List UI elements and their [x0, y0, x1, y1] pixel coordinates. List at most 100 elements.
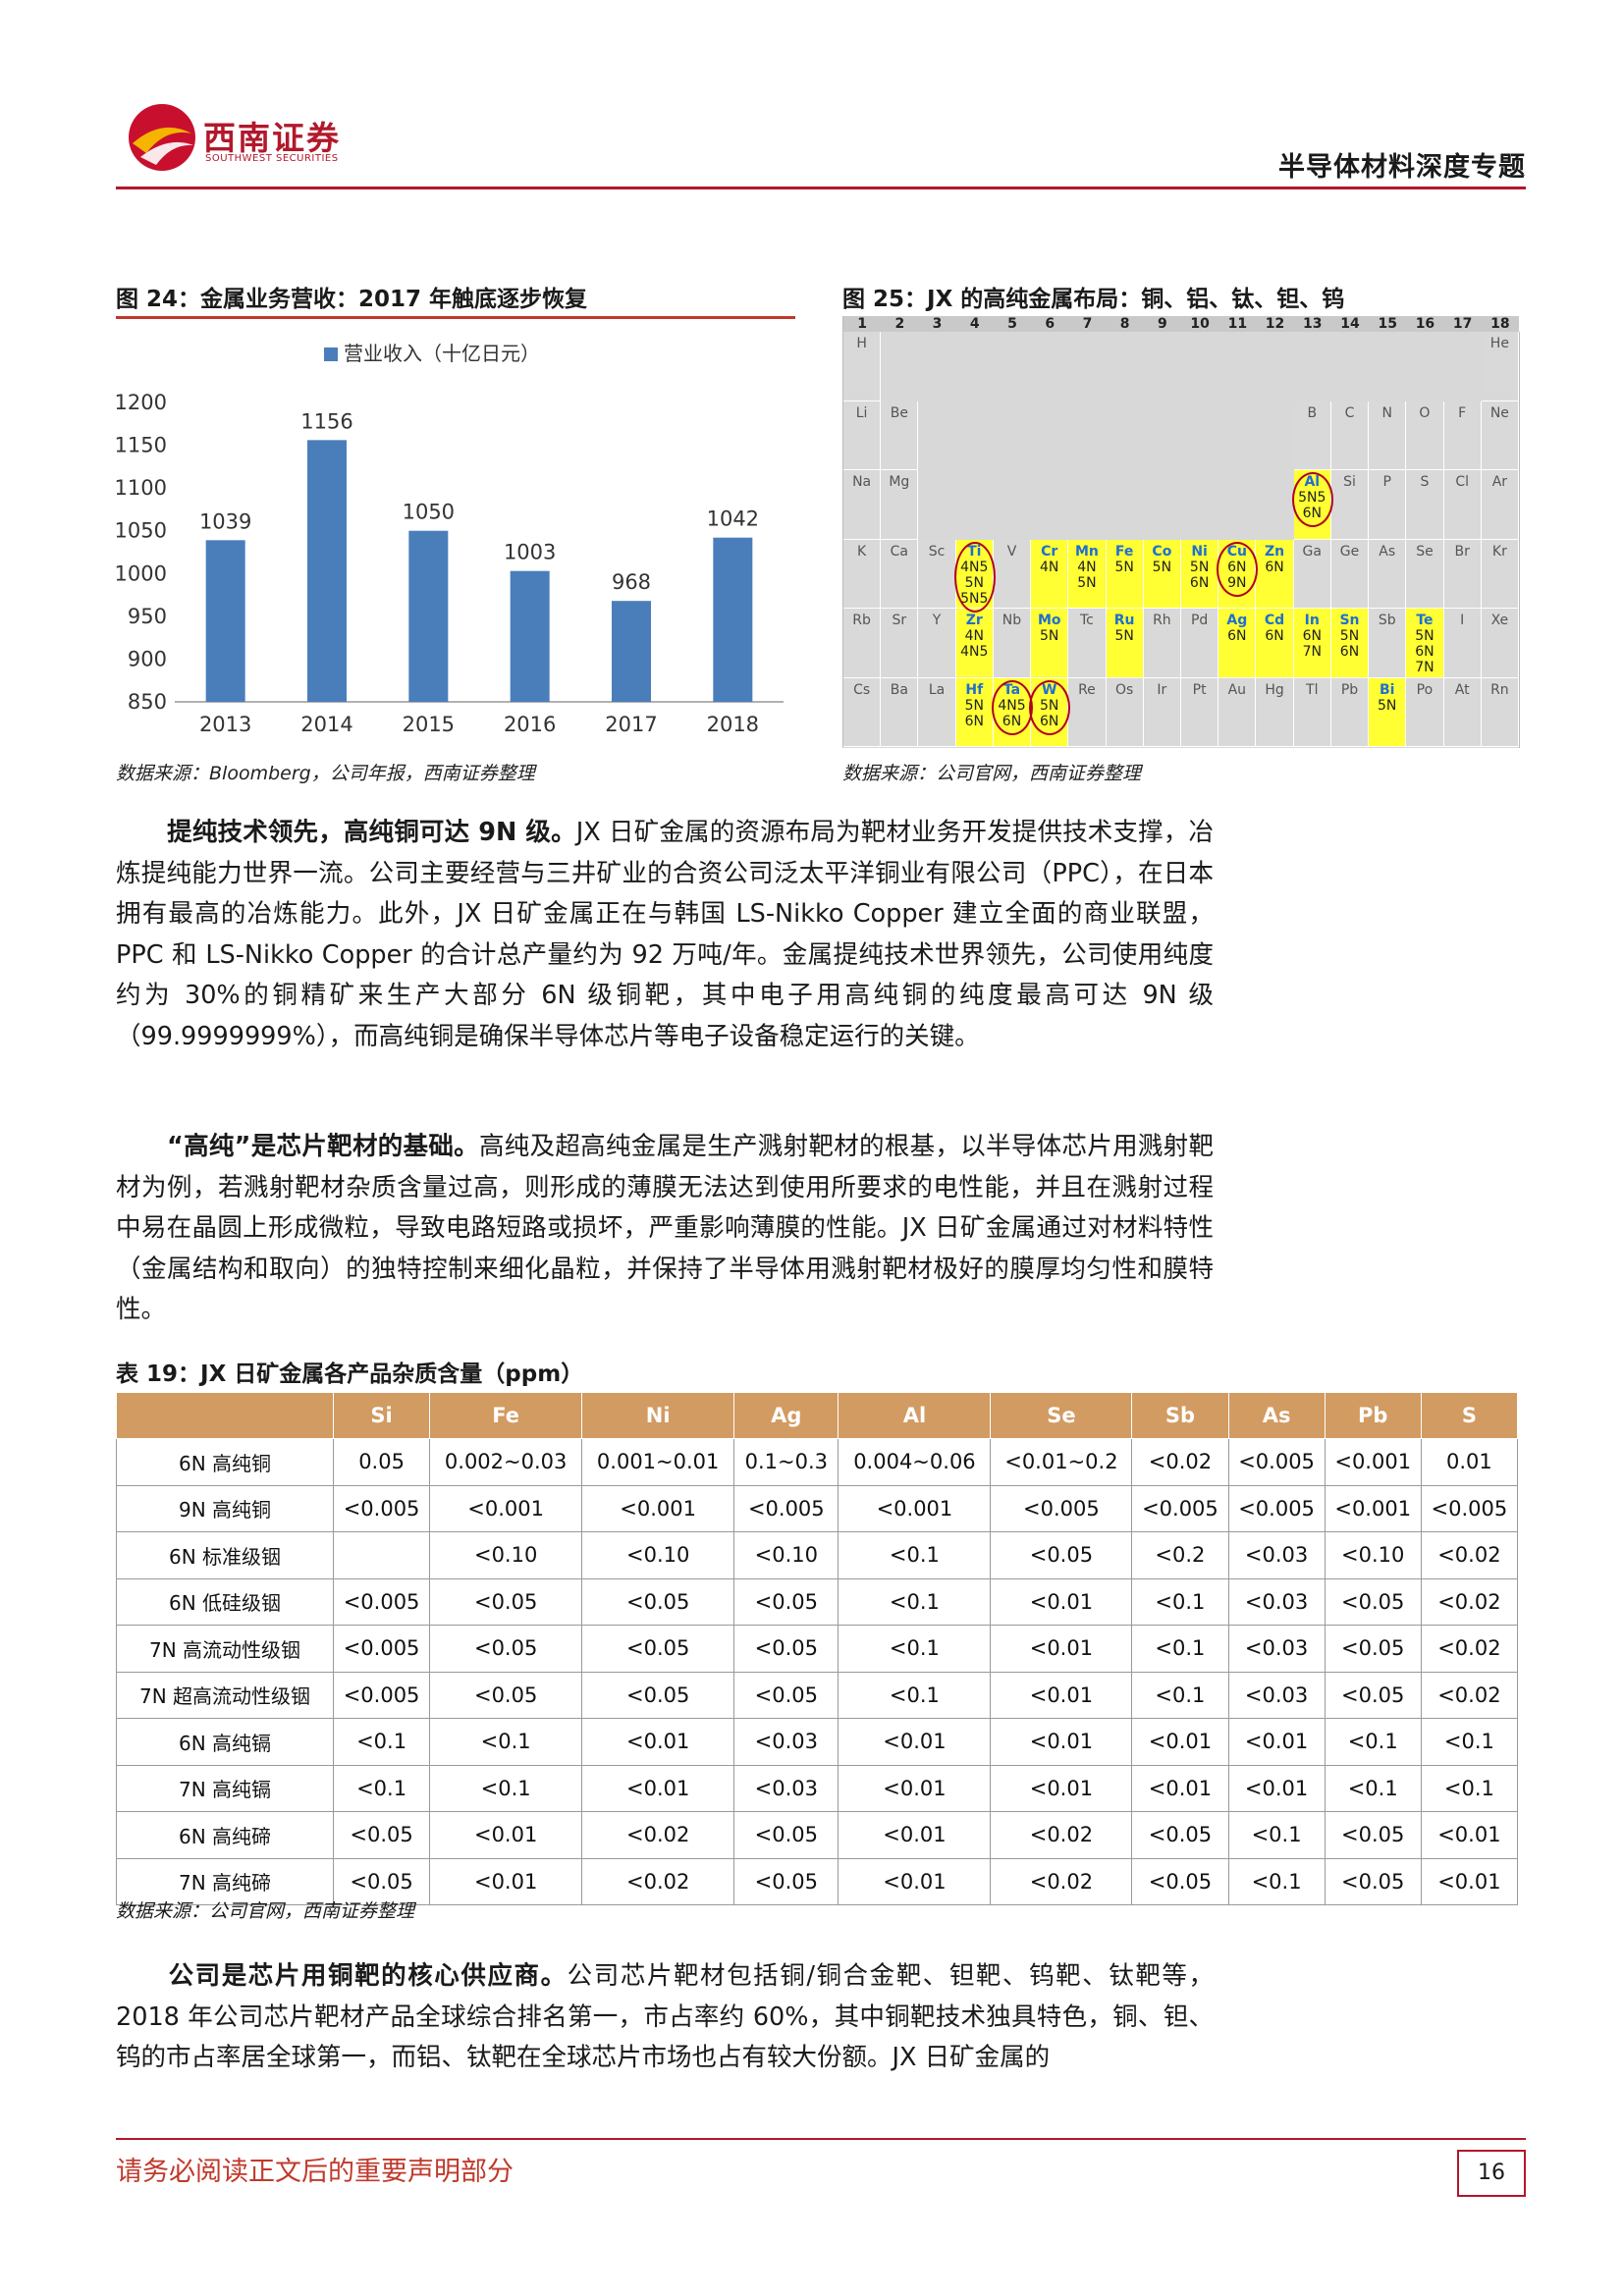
table-cell: <0.02 — [1420, 1577, 1519, 1626]
group-number: 8 — [1106, 316, 1145, 332]
purity-grade: 5N — [1189, 559, 1210, 575]
logo-emblem-icon — [129, 104, 195, 171]
column-header: Fe — [429, 1392, 583, 1439]
table-cell: <0.03 — [733, 1718, 839, 1766]
x-tick-label: 2017 — [605, 713, 657, 736]
element-rn: Rn — [1481, 677, 1519, 747]
group-number: 11 — [1218, 316, 1258, 332]
table-cell: <0.05 — [733, 1671, 839, 1719]
y-tick-label: 1200 — [116, 391, 167, 414]
highlight-circle-w — [1029, 679, 1071, 735]
element-symbol: Au — [1227, 681, 1247, 698]
element-symbol: Ir — [1157, 681, 1167, 698]
element-tc: Tc — [1068, 609, 1107, 678]
table-cell: <0.1 — [429, 1718, 583, 1766]
purity-grade: 7N — [1302, 644, 1322, 660]
element-si: Si — [1330, 470, 1370, 540]
element-symbol: S — [1420, 474, 1430, 490]
element-symbol: V — [1006, 543, 1017, 560]
group-number: 6 — [1031, 316, 1070, 332]
column-header: S — [1420, 1392, 1519, 1439]
table-row: 9N 高纯铜 <0.005 <0.001 <0.001 <0.005 <0.001 <0.0… — [116, 1484, 1519, 1532]
element-ca: Ca — [881, 539, 919, 609]
table-cell: <0.01 — [990, 1764, 1133, 1812]
element-kr: Kr — [1481, 539, 1519, 609]
element-i: I — [1443, 609, 1482, 678]
bar-2013 — [205, 540, 245, 702]
element-as: As — [1369, 539, 1407, 609]
element-pt: Pt — [1181, 677, 1219, 747]
element-symbol: K — [857, 543, 867, 560]
group-number: 12 — [1256, 316, 1295, 332]
table-cell: <0.02 — [1131, 1438, 1229, 1486]
table-cell: <0.005 — [1131, 1484, 1229, 1532]
element-re: Re — [1068, 677, 1107, 747]
table-cell: <0.01 — [429, 1811, 583, 1859]
row-label: 6N 低硅级铟 — [116, 1577, 334, 1626]
table-cell — [332, 1531, 431, 1579]
element-symbol: Nb — [1001, 613, 1022, 628]
element-symbol: Mn — [1074, 543, 1099, 560]
row-label: 7N 高纯碲 — [116, 1857, 334, 1905]
y-tick-label: 1000 — [116, 561, 167, 585]
element-ne: Ne — [1481, 400, 1519, 470]
table-cell: <0.01 — [838, 1857, 992, 1905]
purity-grade: 4N — [1040, 559, 1059, 575]
figure-25-source: 数据来源：公司官网，西南证券整理 — [842, 763, 1142, 784]
table-cell: <0.1 — [1420, 1718, 1519, 1766]
table-cell: <0.01 — [990, 1625, 1133, 1673]
table-cell: <0.02 — [581, 1811, 735, 1859]
table-header-row: Si Fe Ni Ag Al Se Sb As Pb S — [116, 1392, 1519, 1439]
table-cell: <0.1 — [838, 1671, 992, 1719]
table-cell: <0.02 — [1420, 1625, 1519, 1673]
element-sb: Sb — [1369, 609, 1407, 678]
element-tl: Tl — [1293, 677, 1331, 747]
x-tick-label: 2018 — [707, 713, 759, 736]
table-cell: <0.005 — [332, 1625, 431, 1673]
table-cell: <0.1 — [1131, 1671, 1229, 1719]
element-symbol: N — [1381, 404, 1392, 421]
group-number: 16 — [1406, 316, 1445, 332]
group-number: 14 — [1330, 316, 1371, 332]
element-ag: Ag 6N — [1218, 609, 1257, 678]
element-sr: Sr — [881, 609, 919, 678]
table-cell: <0.10 — [581, 1531, 735, 1579]
element-zn: Zn 6N — [1256, 539, 1294, 609]
element-n: N — [1369, 400, 1407, 470]
table-cell: <0.1 — [429, 1764, 583, 1812]
bar-value-label: 968 — [612, 570, 651, 594]
bar-2014 — [307, 440, 347, 702]
purity-grade: 6N — [1265, 559, 1284, 575]
element-symbol: Tl — [1306, 681, 1319, 698]
footer-divider — [116, 2138, 1526, 2140]
element-symbol: Zn — [1264, 543, 1285, 560]
element-symbol: Mo — [1037, 613, 1061, 628]
paragraph-purification: 提纯技术领先，高纯铜可达 9N 级。JX 日矿金属的资源布局为靶材业务开发提供技… — [116, 813, 1214, 1057]
table-row: 6N 低硅级铟 <0.005 <0.05 <0.05 <0.05 <0.1 <0.01 <0.… — [116, 1577, 1519, 1626]
element-be: Be — [881, 400, 919, 470]
purity-grade: 7N — [1415, 660, 1435, 675]
group-number: 1 — [843, 316, 883, 332]
element-po: Po — [1406, 677, 1444, 747]
table-cell: <0.05 — [581, 1671, 735, 1719]
group-number: 5 — [993, 316, 1033, 332]
impurity-table: Si Fe Ni Ag Al Se Sb As Pb S 6N 高纯铜 0.05 0.002~0.03… — [116, 1392, 1519, 1905]
group-number: 2 — [881, 316, 920, 332]
element-symbol: Ge — [1339, 543, 1360, 560]
row-label: 6N 高纯镉 — [116, 1718, 334, 1766]
table-cell: <0.1 — [1227, 1811, 1326, 1859]
element-sc: Sc — [918, 539, 956, 609]
table-cell: <0.005 — [990, 1484, 1133, 1532]
paragraph-lead: “高纯”是芯片靶材的基础。 — [167, 1132, 479, 1161]
purity-grade: 6N — [1227, 628, 1247, 644]
table-cell: <0.05 — [733, 1625, 839, 1673]
element-symbol: Cs — [853, 681, 871, 698]
element-symbol: Bi — [1379, 681, 1395, 698]
paragraph-text: JX 日矿金属的资源布局为靶材业务开发提供技术支撑，冶炼提纯能力世界一流。公司主… — [116, 818, 1214, 1051]
purity-grade: 6N — [1415, 644, 1435, 660]
element-ga: Ga — [1293, 539, 1331, 609]
logo-text: 西南证券 — [203, 119, 341, 157]
table-cell: <0.1 — [332, 1764, 431, 1812]
element-c: C — [1330, 400, 1370, 470]
table-row: 6N 高纯铜 0.05 0.002~0.03 0.001~0.01 0.1~0.3 0.0… — [116, 1438, 1519, 1486]
